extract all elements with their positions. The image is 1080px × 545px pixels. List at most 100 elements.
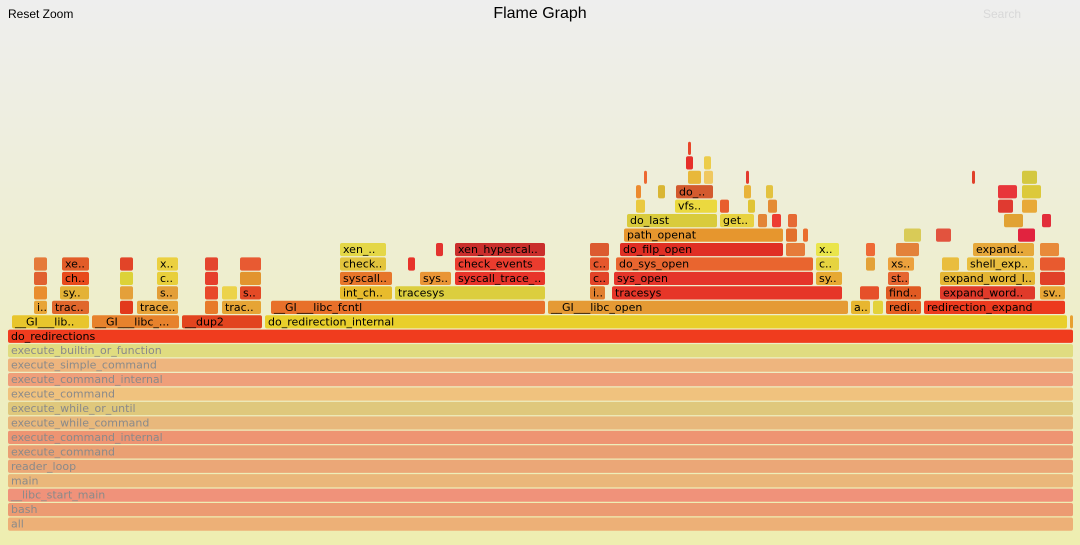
frame[interactable]: [548, 300, 848, 314]
frame[interactable]: [866, 257, 875, 271]
frame[interactable]: [644, 170, 647, 184]
frame[interactable]: [704, 170, 713, 184]
frame[interactable]: [940, 286, 1035, 300]
frame[interactable]: [8, 459, 1073, 473]
frame[interactable]: [8, 401, 1073, 416]
frame[interactable]: [120, 271, 133, 286]
frame[interactable]: [803, 228, 808, 242]
frame[interactable]: [620, 242, 783, 257]
frame[interactable]: [627, 214, 717, 228]
frame[interactable]: [746, 170, 749, 184]
frame[interactable]: [1070, 315, 1073, 329]
frame[interactable]: [8, 474, 1073, 488]
frame[interactable]: [8, 430, 1073, 444]
frame[interactable]: [1022, 185, 1041, 199]
frame[interactable]: [816, 242, 839, 257]
frame[interactable]: [120, 257, 133, 271]
frame[interactable]: [904, 228, 921, 242]
frame[interactable]: [590, 271, 609, 286]
frame[interactable]: [873, 300, 883, 314]
frame[interactable]: [967, 257, 1034, 271]
frame[interactable]: [772, 214, 781, 228]
frame[interactable]: [92, 315, 179, 329]
frame[interactable]: [896, 242, 919, 257]
frame[interactable]: [34, 286, 47, 300]
frame[interactable]: [888, 271, 909, 286]
frame[interactable]: [62, 271, 89, 286]
frame[interactable]: [1040, 271, 1065, 286]
frame[interactable]: [973, 242, 1034, 257]
frame[interactable]: [614, 271, 813, 286]
frame[interactable]: [1022, 199, 1037, 213]
frame[interactable]: [816, 271, 842, 286]
frame[interactable]: [157, 271, 178, 286]
frame[interactable]: [12, 315, 89, 329]
frame[interactable]: [1040, 286, 1065, 300]
frame[interactable]: [866, 242, 875, 257]
frame[interactable]: [340, 271, 392, 286]
frame[interactable]: [8, 445, 1073, 459]
frame[interactable]: [786, 242, 805, 257]
frame[interactable]: [720, 214, 754, 228]
frame[interactable]: [222, 300, 261, 314]
frame[interactable]: [1004, 214, 1023, 228]
frame[interactable]: [1018, 228, 1035, 242]
frame[interactable]: [1042, 214, 1051, 228]
frame[interactable]: [972, 170, 975, 184]
frame[interactable]: [924, 300, 1065, 314]
frame[interactable]: [205, 300, 218, 314]
frame[interactable]: [240, 257, 261, 271]
frame[interactable]: [688, 170, 701, 184]
frame[interactable]: [998, 199, 1013, 213]
frame[interactable]: [182, 315, 262, 329]
frame[interactable]: [340, 286, 392, 300]
frame[interactable]: [455, 271, 545, 286]
frame[interactable]: [590, 286, 605, 300]
reset-zoom[interactable]: Reset Zoom: [8, 7, 73, 21]
frame[interactable]: [788, 214, 797, 228]
frame[interactable]: [688, 141, 691, 155]
frame[interactable]: [8, 416, 1073, 430]
frame[interactable]: [271, 300, 545, 314]
frame[interactable]: [408, 257, 415, 271]
frame[interactable]: [886, 286, 921, 300]
frame[interactable]: [936, 228, 951, 242]
frame[interactable]: [1040, 242, 1059, 257]
frame[interactable]: [340, 242, 386, 257]
frame[interactable]: [676, 185, 713, 199]
frame[interactable]: [1022, 170, 1037, 184]
frame[interactable]: [240, 271, 261, 286]
frame[interactable]: [157, 286, 178, 300]
frame[interactable]: [1040, 257, 1065, 271]
frame[interactable]: [940, 271, 1035, 286]
frame[interactable]: [616, 257, 813, 271]
frame[interactable]: [137, 300, 178, 314]
frame[interactable]: [8, 344, 1073, 358]
frame[interactable]: [998, 185, 1017, 199]
frame[interactable]: [265, 315, 1067, 329]
frame[interactable]: [455, 242, 545, 257]
frame[interactable]: [590, 257, 609, 271]
frame[interactable]: [624, 228, 783, 242]
frame[interactable]: [62, 257, 89, 271]
frame[interactable]: [704, 156, 711, 170]
frame[interactable]: [436, 242, 443, 257]
frame[interactable]: [205, 257, 218, 271]
frame[interactable]: [60, 286, 89, 300]
frame[interactable]: [851, 300, 870, 314]
frame[interactable]: [395, 286, 545, 300]
frame[interactable]: [768, 199, 777, 213]
frame[interactable]: [120, 300, 133, 314]
frame[interactable]: [636, 185, 641, 199]
frame[interactable]: [748, 199, 755, 213]
frame[interactable]: [8, 387, 1073, 401]
frame[interactable]: [675, 199, 717, 213]
frame[interactable]: [34, 257, 47, 271]
frame[interactable]: [120, 286, 133, 300]
frame[interactable]: [8, 358, 1073, 372]
frame[interactable]: [8, 503, 1073, 517]
frame[interactable]: [658, 185, 665, 199]
frame[interactable]: [720, 199, 729, 213]
frame[interactable]: [455, 257, 545, 271]
frame[interactable]: [612, 286, 842, 300]
